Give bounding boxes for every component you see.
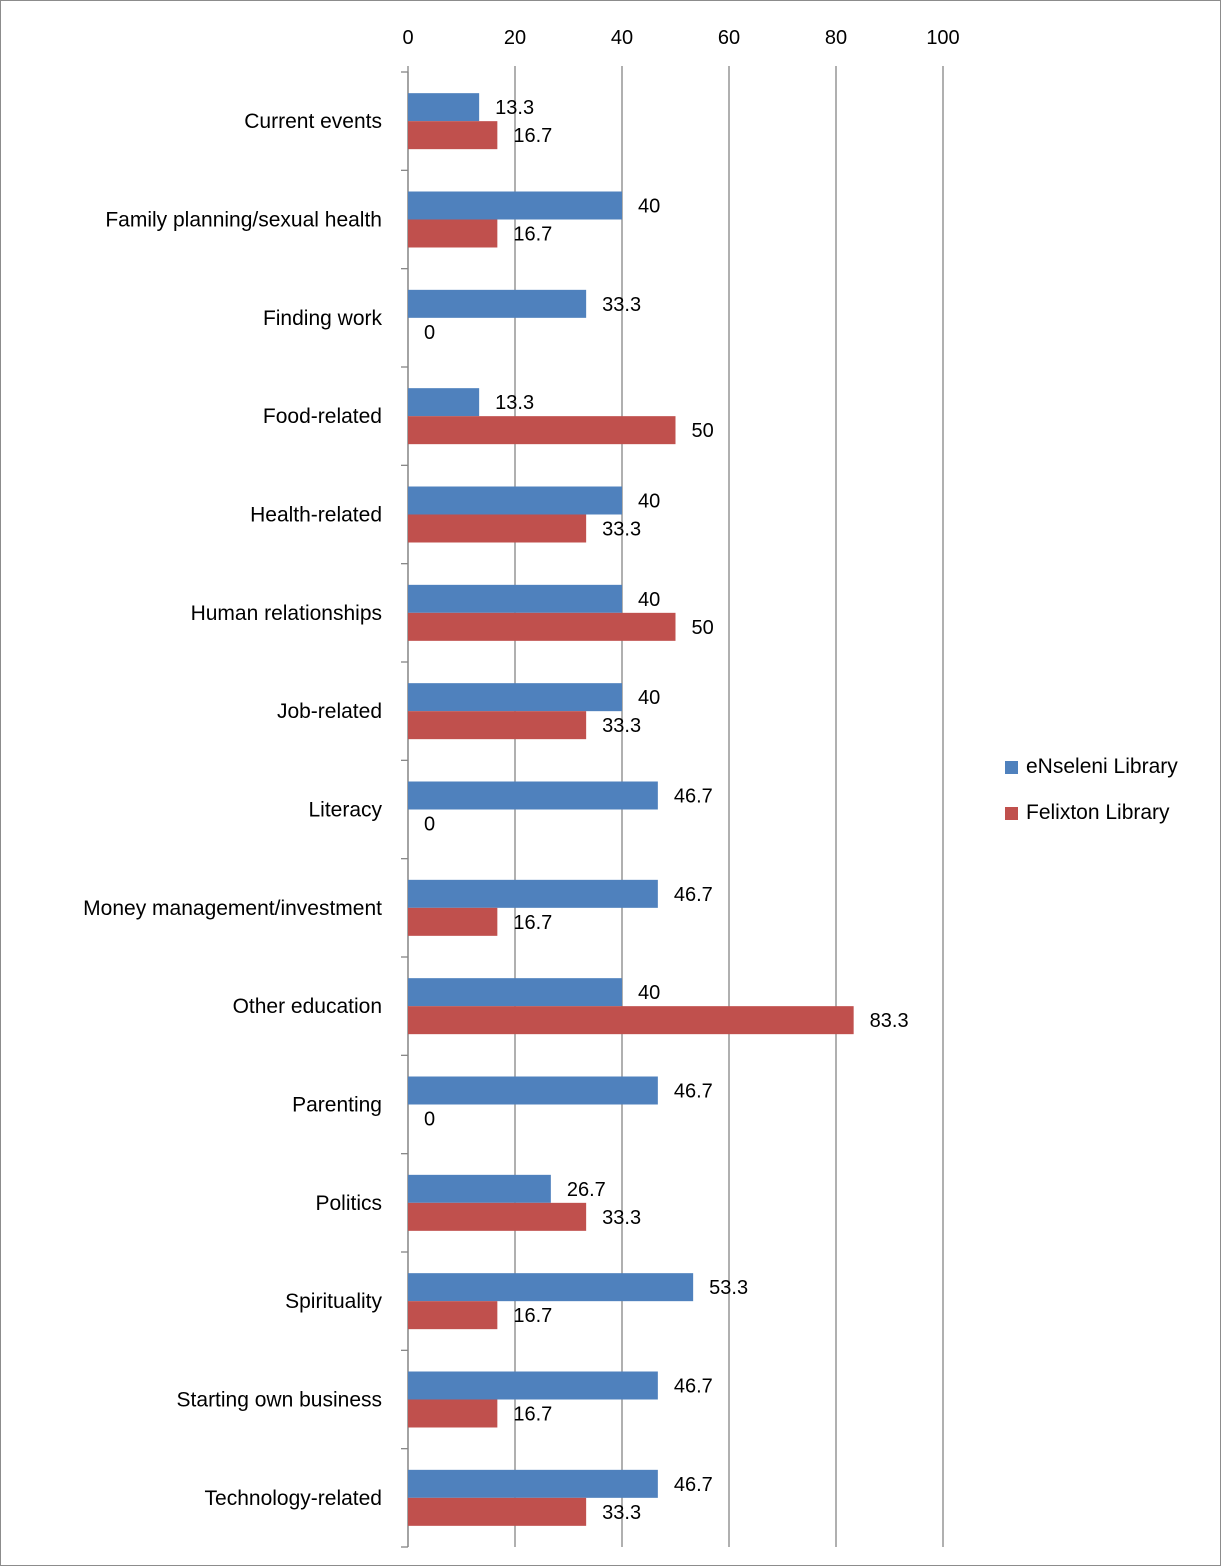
legend-label-series-1: eNseleni Library <box>1026 755 1178 778</box>
data-label-s1-6: 40 <box>638 687 660 709</box>
bar-s2-14 <box>408 1497 587 1526</box>
category-label-13: Starting own business <box>177 1389 382 1412</box>
data-label-s2-3: 50 <box>692 420 714 442</box>
bar-s1-1 <box>408 191 622 220</box>
data-label-s2-0: 16.7 <box>513 125 552 147</box>
data-label-s2-9: 83.3 <box>870 1010 909 1032</box>
category-label-3: Food-related <box>263 405 382 428</box>
x-tick-label-2: 40 <box>611 27 633 49</box>
bar-s2-13 <box>408 1399 498 1428</box>
bar-s1-9 <box>408 978 622 1007</box>
x-tick-label-4: 80 <box>825 27 847 49</box>
category-label-0: Current events <box>244 110 382 133</box>
bar-s2-3 <box>408 416 676 445</box>
category-label-7: Literacy <box>308 799 382 822</box>
bar-s1-13 <box>408 1371 658 1400</box>
category-label-12: Spirituality <box>285 1290 382 1313</box>
data-label-s2-12: 16.7 <box>513 1305 552 1327</box>
bar-s1-11 <box>408 1174 551 1203</box>
data-label-s2-6: 33.3 <box>602 715 641 737</box>
bar-s2-1 <box>408 219 498 248</box>
bar-s1-8 <box>408 879 658 908</box>
category-label-10: Parenting <box>292 1094 382 1117</box>
bar-s1-7 <box>408 781 658 810</box>
category-label-4: Health-related <box>250 504 382 527</box>
data-label-s2-4: 33.3 <box>602 519 641 541</box>
category-label-1: Family planning/sexual health <box>105 209 382 232</box>
x-tick-label-1: 20 <box>504 27 526 49</box>
bar-s2-6 <box>408 711 587 740</box>
bar-s1-4 <box>408 486 622 515</box>
data-label-s2-5: 50 <box>692 617 714 639</box>
bar-s2-11 <box>408 1202 587 1231</box>
bar-s2-12 <box>408 1301 498 1330</box>
x-tick-label-0: 0 <box>402 27 413 49</box>
data-label-s2-2: 0 <box>424 322 435 344</box>
data-label-s2-14: 33.3 <box>602 1502 641 1524</box>
data-label-s1-12: 53.3 <box>709 1277 748 1299</box>
bar-s1-10 <box>408 1076 658 1105</box>
bar-s1-0 <box>408 93 480 122</box>
x-tick-label-5: 100 <box>926 27 959 49</box>
data-label-s1-13: 46.7 <box>674 1376 713 1398</box>
data-label-s1-14: 46.7 <box>674 1474 713 1496</box>
data-label-s1-11: 26.7 <box>567 1179 606 1201</box>
data-label-s1-9: 40 <box>638 982 660 1004</box>
bar-s1-2 <box>408 289 587 318</box>
data-label-s2-1: 16.7 <box>513 224 552 246</box>
x-tick-label-3: 60 <box>718 27 740 49</box>
category-label-11: Politics <box>315 1192 382 1215</box>
data-label-s1-10: 46.7 <box>674 1081 713 1103</box>
category-label-14: Technology-related <box>205 1487 382 1510</box>
bar-s1-12 <box>408 1273 694 1302</box>
data-label-s2-11: 33.3 <box>602 1207 641 1229</box>
category-label-8: Money management/investment <box>83 897 382 920</box>
data-label-s2-10: 0 <box>424 1109 435 1131</box>
bar-s1-3 <box>408 388 480 417</box>
category-label-9: Other education <box>233 995 382 1018</box>
category-label-5: Human relationships <box>191 602 382 625</box>
category-label-2: Finding work <box>263 307 383 330</box>
bar-s2-9 <box>408 1006 854 1035</box>
legend: eNseleni Library Felixton Library <box>1005 754 1178 846</box>
data-label-s1-7: 46.7 <box>674 786 713 808</box>
data-label-s1-0: 13.3 <box>495 97 534 119</box>
bar-s1-6 <box>408 683 622 712</box>
legend-label-series-2: Felixton Library <box>1026 801 1170 824</box>
legend-item-series-1: eNseleni Library <box>1005 754 1178 780</box>
bar-s2-0 <box>408 121 498 150</box>
category-label-6: Job-related <box>277 700 382 723</box>
data-label-s1-2: 33.3 <box>602 294 641 316</box>
bar-s2-4 <box>408 514 587 543</box>
data-label-s1-4: 40 <box>638 491 660 513</box>
data-label-s1-8: 46.7 <box>674 884 713 906</box>
data-label-s2-7: 0 <box>424 814 435 836</box>
data-label-s2-8: 16.7 <box>513 912 552 934</box>
data-label-s1-1: 40 <box>638 196 660 218</box>
data-label-s1-5: 40 <box>638 589 660 611</box>
legend-item-series-2: Felixton Library <box>1005 800 1178 826</box>
bar-s2-5 <box>408 612 676 641</box>
bar-s2-8 <box>408 907 498 936</box>
bar-s1-5 <box>408 584 622 613</box>
bar-s1-14 <box>408 1469 658 1498</box>
data-label-s1-3: 13.3 <box>495 392 534 414</box>
data-label-s2-13: 16.7 <box>513 1404 552 1426</box>
legend-swatch-series-1 <box>1005 760 1018 774</box>
legend-swatch-series-2 <box>1005 806 1018 820</box>
